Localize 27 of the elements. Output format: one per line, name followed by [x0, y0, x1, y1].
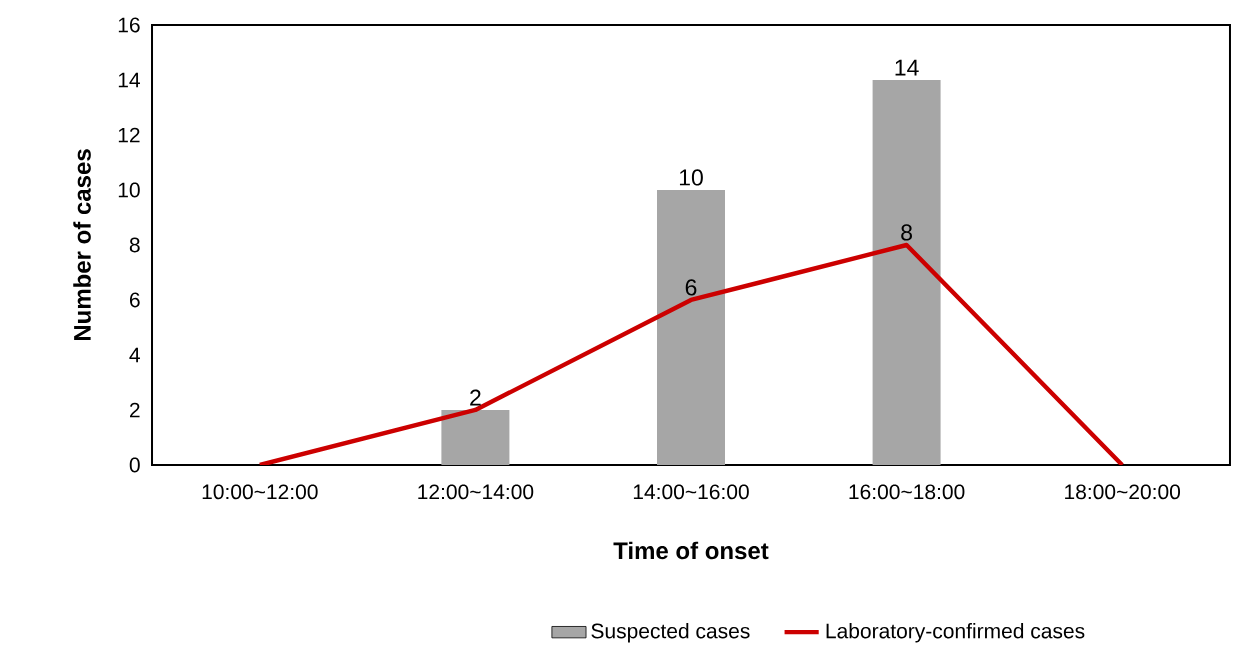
y-tick-label: 6	[130, 292, 140, 308]
bar	[657, 189, 725, 465]
data-label: 2	[470, 389, 481, 406]
y-axis-title: Number of cases	[73, 149, 91, 341]
data-label: 6	[685, 279, 697, 296]
y-tick-label: 8	[129, 237, 140, 253]
y-tick-label: 4	[129, 347, 140, 363]
bar	[872, 79, 941, 465]
y-tick-label: 10	[118, 182, 140, 198]
data-label: 14	[895, 59, 919, 76]
x-tick-label: 18:00~20:00	[1065, 484, 1181, 500]
x-tick-label: 12:00~14:00	[418, 484, 534, 500]
data-label: 10	[679, 169, 703, 186]
legend-label: Suspected cases	[591, 622, 750, 643]
line-series	[257, 242, 1125, 465]
x-tick-label: 10:00~12:00	[202, 484, 318, 500]
x-axis-title: Time of onset	[613, 541, 769, 560]
y-tick-label: 12	[118, 127, 140, 143]
legend-label: Laboratory-confirmed cases	[826, 622, 1085, 643]
data-label: 8	[901, 224, 912, 241]
y-tick-label: 0	[129, 457, 140, 473]
y-tick-label: 16	[118, 17, 140, 33]
y-tick-label: 14	[118, 72, 140, 88]
x-tick-label: 14:00~16:00	[633, 484, 749, 500]
x-tick-label: 16:00~18:00	[849, 484, 965, 500]
bar	[441, 409, 510, 465]
y-tick-label: 2	[130, 402, 140, 418]
